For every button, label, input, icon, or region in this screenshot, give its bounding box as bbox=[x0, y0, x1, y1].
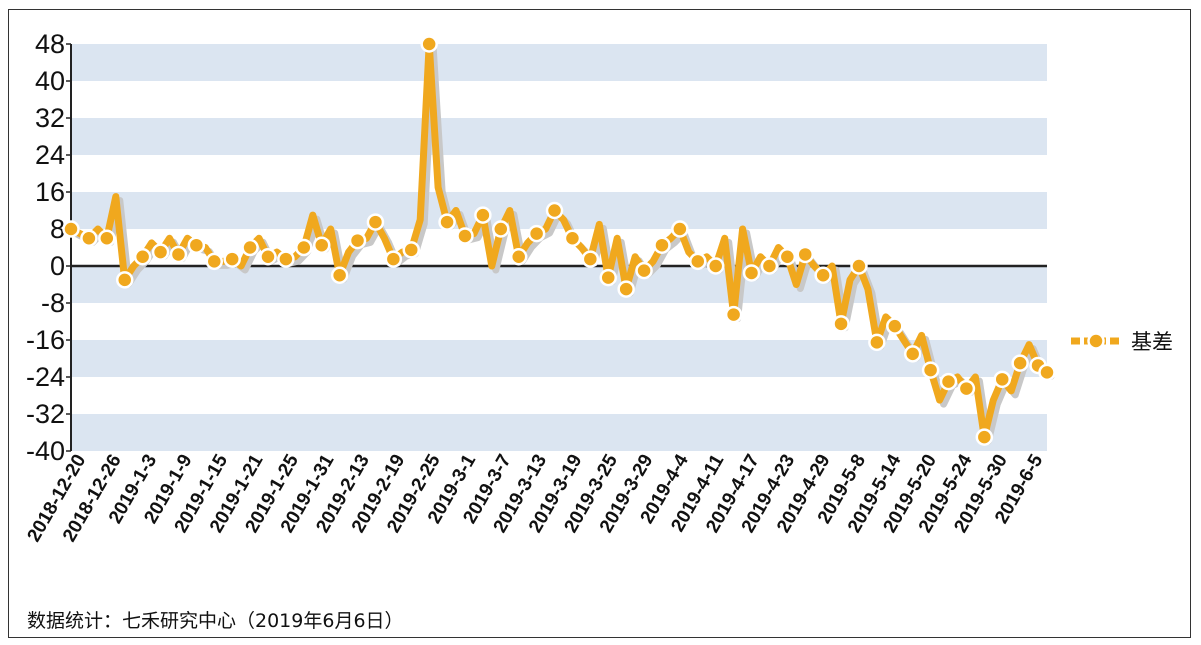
data-point bbox=[599, 268, 617, 287]
data-point bbox=[975, 428, 994, 446]
data-point bbox=[814, 266, 832, 284]
grid-band bbox=[71, 340, 1047, 377]
data-point bbox=[98, 229, 116, 247]
data-point bbox=[348, 231, 367, 250]
data-point bbox=[617, 280, 635, 298]
data-point bbox=[850, 257, 868, 275]
data-point bbox=[563, 229, 582, 247]
y-tick-label: 40 bbox=[35, 66, 65, 96]
grid-band bbox=[71, 118, 1047, 155]
data-point bbox=[151, 243, 170, 261]
data-point bbox=[903, 345, 922, 363]
data-point bbox=[259, 248, 277, 266]
legend-marker-sample bbox=[1087, 332, 1105, 350]
data-point bbox=[993, 370, 1011, 389]
data-point bbox=[384, 250, 403, 268]
data-point bbox=[832, 315, 850, 333]
grid-band bbox=[71, 266, 1047, 303]
data-point bbox=[689, 252, 707, 271]
data-point bbox=[187, 236, 206, 254]
data-point bbox=[1011, 354, 1029, 372]
data-point bbox=[868, 333, 886, 352]
y-tick-label: 16 bbox=[35, 177, 65, 207]
data-point bbox=[277, 250, 295, 268]
data-point bbox=[402, 241, 421, 259]
y-tick-label: 32 bbox=[35, 103, 65, 133]
data-point bbox=[760, 257, 779, 275]
y-tick-label: 24 bbox=[35, 140, 65, 170]
data-point bbox=[671, 220, 689, 238]
data-point bbox=[635, 261, 653, 280]
data-point bbox=[778, 248, 797, 266]
data-point bbox=[366, 213, 385, 231]
legend-label: 基差 bbox=[1131, 330, 1173, 354]
y-tick-label: -16 bbox=[26, 325, 65, 355]
series-layer bbox=[62, 35, 1056, 446]
chart-svg: 48 40 32 24 16 8 0 -8 -16 -24 -32 -40 2018-12-20201… bbox=[24, 29, 1173, 632]
chart-frame: 48 40 32 24 16 8 0 -8 -16 -24 -32 -40 2018-12-20 201… bbox=[8, 9, 1191, 638]
legend: 基差 bbox=[1071, 330, 1173, 354]
data-point bbox=[241, 238, 259, 257]
data-point bbox=[581, 250, 600, 268]
series-line-shadow bbox=[71, 44, 1055, 445]
data-point bbox=[886, 317, 904, 335]
series-line bbox=[67, 40, 1051, 441]
y-tick-label: 8 bbox=[50, 214, 65, 244]
data-point bbox=[330, 266, 349, 284]
data-point bbox=[62, 220, 80, 238]
y-tick-label: -32 bbox=[26, 399, 65, 429]
data-point bbox=[420, 35, 438, 53]
data-point bbox=[205, 252, 224, 271]
data-point bbox=[169, 245, 188, 264]
data-point bbox=[312, 236, 331, 254]
data-point bbox=[223, 250, 241, 268]
data-point bbox=[527, 224, 546, 243]
data-point bbox=[456, 227, 474, 245]
y-tick-label: 48 bbox=[35, 29, 65, 59]
data-point bbox=[957, 379, 976, 398]
data-point bbox=[115, 271, 134, 289]
source-note: 数据统计：七禾研究中心（2019年6月6日） bbox=[27, 610, 404, 632]
data-point bbox=[509, 248, 528, 266]
data-point bbox=[438, 213, 456, 231]
x-axis: 2018-12-202018-12-262019-1-32019-1-92019… bbox=[24, 451, 1048, 546]
grid-bands bbox=[71, 44, 1047, 451]
data-point bbox=[742, 264, 761, 282]
data-point bbox=[295, 238, 313, 257]
data-point bbox=[921, 361, 940, 379]
y-tick-label: -8 bbox=[41, 288, 65, 318]
data-point bbox=[133, 248, 152, 266]
y-tick-label: 0 bbox=[50, 251, 65, 281]
data-point bbox=[724, 305, 743, 324]
data-point bbox=[545, 201, 564, 220]
data-point bbox=[796, 245, 814, 264]
y-tick-label: -40 bbox=[26, 436, 65, 466]
grid-band bbox=[71, 414, 1047, 451]
y-tick-label: -24 bbox=[26, 362, 65, 392]
data-point bbox=[492, 220, 510, 238]
data-point bbox=[653, 236, 671, 254]
data-point bbox=[80, 229, 98, 247]
data-point bbox=[474, 206, 492, 224]
data-point bbox=[939, 372, 958, 391]
grid-band bbox=[71, 44, 1047, 81]
data-point bbox=[706, 257, 725, 275]
data-point bbox=[1038, 363, 1056, 382]
